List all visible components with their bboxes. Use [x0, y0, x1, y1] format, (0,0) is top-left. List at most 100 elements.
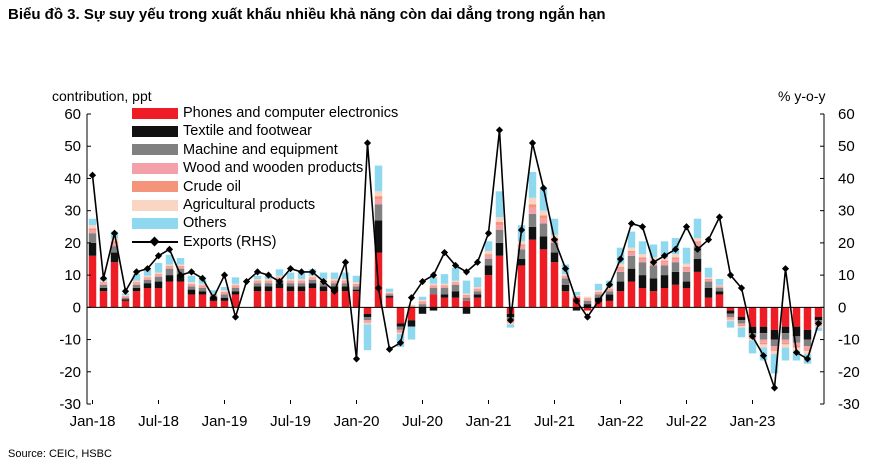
exports-marker — [319, 277, 328, 286]
bar-segment-4 — [132, 283, 141, 285]
bar-segment-3 — [517, 249, 526, 259]
bar-segment-2 — [781, 326, 790, 334]
exports-marker — [264, 271, 273, 279]
bar-segment-3 — [583, 300, 592, 305]
bar-segment-1 — [616, 291, 625, 308]
legend-item-wood: Wood and wooden products — [132, 159, 422, 177]
bar-segment-1 — [363, 307, 372, 314]
bar-segment-7 — [165, 254, 174, 265]
bar-segment-5 — [88, 228, 97, 230]
bar-segment-7 — [726, 321, 735, 328]
bar-segment-6 — [495, 217, 504, 222]
bar-segment-7 — [528, 172, 537, 198]
bar-segment-4 — [198, 286, 207, 288]
bar-segment-5 — [539, 215, 548, 219]
exports-marker — [649, 258, 658, 266]
bar-segment-6 — [88, 225, 97, 229]
bar-segment-5 — [264, 280, 273, 282]
bar-segment-1 — [110, 262, 119, 308]
exports-marker — [418, 277, 427, 286]
exports-marker — [187, 268, 196, 276]
legend-label-others: Others — [183, 215, 227, 232]
bar-segment-1 — [440, 297, 449, 308]
exports-marker — [330, 287, 339, 295]
bar-segment-1 — [682, 288, 691, 308]
chart-title: Biểu đồ 3. Sự suy yếu trong xuất khẩu nh… — [8, 6, 606, 23]
x-tick-label: Jan-18 — [70, 413, 116, 430]
bar-segment-7 — [319, 272, 328, 279]
bar-segment-6 — [165, 264, 174, 267]
bar-segment-6 — [407, 304, 416, 306]
bar-segment-3 — [440, 288, 449, 295]
bar-segment-3 — [649, 265, 658, 279]
right-tick-label: 20 — [838, 235, 855, 252]
bar-segment-2 — [616, 281, 625, 292]
exports-marker — [253, 268, 262, 276]
bar-segment-3 — [429, 288, 438, 295]
exports-marker — [682, 223, 691, 231]
bar-segment-6 — [132, 280, 141, 283]
exports-marker — [363, 139, 372, 147]
bar-segment-4 — [693, 242, 702, 247]
exports-marker — [550, 236, 559, 244]
bar-segment-7 — [297, 272, 306, 279]
bar-segment-7 — [187, 275, 196, 283]
legend-item-exports: Exports (RHS) — [132, 233, 422, 251]
bar-segment-2 — [484, 265, 493, 276]
bar-segment-7 — [418, 296, 427, 300]
bar-segment-2 — [462, 307, 471, 314]
bar-segment-1 — [660, 288, 669, 308]
exports-marker — [132, 268, 141, 276]
bar-segment-1 — [803, 307, 812, 330]
bar-segment-4 — [484, 255, 493, 259]
bar-segment-2 — [253, 286, 262, 292]
bar-segment-6 — [440, 283, 449, 286]
exports-marker — [429, 271, 438, 279]
bar-segment-3 — [726, 313, 735, 317]
bar-segment-7 — [209, 290, 218, 294]
bar-segment-2 — [429, 307, 438, 311]
bar-segment-5 — [231, 285, 240, 287]
exports-marker — [209, 294, 218, 302]
bar-segment-4 — [726, 317, 735, 319]
bar-segment-3 — [154, 276, 163, 282]
bar-segment-2 — [88, 242, 97, 256]
bar-segment-5 — [286, 280, 295, 282]
bar-segment-4 — [528, 207, 537, 214]
bar-segment-4 — [638, 259, 647, 263]
bar-segment-2 — [814, 317, 823, 321]
exports-marker — [583, 313, 592, 321]
bar-segment-2 — [759, 326, 768, 334]
bar-segment-4 — [704, 279, 713, 282]
bar-segment-2 — [396, 323, 405, 327]
left-axis-label: contribution, ppt — [52, 88, 152, 104]
x-tick-label: Jan-20 — [334, 413, 380, 430]
bar-segment-4 — [176, 267, 185, 269]
bar-segment-7 — [814, 327, 823, 331]
bar-segment-2 — [539, 236, 548, 250]
bar-segment-5 — [198, 285, 207, 287]
bar-segment-1 — [330, 291, 339, 308]
bar-segment-7 — [374, 165, 383, 192]
bar-segment-4 — [759, 339, 768, 343]
bar-segment-4 — [462, 296, 471, 298]
left-tick-label: 30 — [64, 203, 81, 220]
bar-segment-1 — [528, 239, 537, 308]
bar-segment-4 — [374, 199, 383, 205]
exports-marker — [605, 281, 614, 289]
left-tick-label: 50 — [64, 138, 81, 155]
bar-segment-1 — [176, 281, 185, 308]
right-axis-label: % y-o-y — [778, 88, 826, 104]
bar-segment-5 — [616, 267, 625, 269]
exports-marker — [154, 252, 163, 260]
x-tick-label: Jul-19 — [270, 413, 311, 430]
bar-segment-4 — [396, 329, 405, 332]
bar-segment-5 — [726, 318, 735, 320]
bar-segment-2 — [638, 275, 647, 288]
bar-segment-5 — [715, 286, 724, 288]
bar-segment-3 — [594, 294, 603, 298]
bar-segment-2 — [385, 296, 394, 298]
right-tick-label: 10 — [838, 267, 855, 284]
bar-segment-2 — [605, 294, 614, 301]
bar-segment-7 — [154, 262, 163, 273]
